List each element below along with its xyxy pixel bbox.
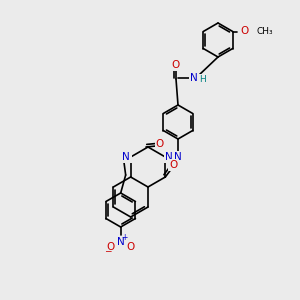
Text: N: N (190, 73, 198, 83)
Text: −: − (104, 247, 111, 256)
Text: N: N (165, 152, 173, 162)
Text: H: H (199, 74, 206, 83)
Text: O: O (241, 26, 249, 37)
Text: O: O (172, 60, 180, 70)
Text: O: O (169, 160, 177, 170)
Text: N: N (122, 152, 130, 162)
Text: O: O (106, 242, 115, 252)
Text: N: N (123, 152, 130, 162)
Text: N: N (117, 237, 124, 247)
Text: N: N (174, 152, 182, 162)
Text: CH₃: CH₃ (257, 27, 273, 36)
Text: O: O (156, 139, 164, 149)
Text: O: O (127, 242, 135, 252)
Text: +: + (122, 232, 128, 242)
